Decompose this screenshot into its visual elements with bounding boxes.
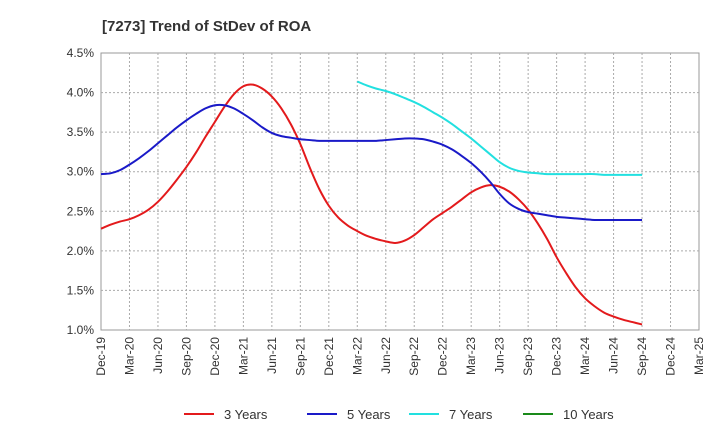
- x-tick-label: Dec-21: [322, 337, 336, 376]
- series-line-7-years: [356, 80, 643, 176]
- legend: 3 Years 5 Years 7 Years 10 Years: [184, 407, 614, 422]
- x-axis-ticks: Dec-19 Mar-20 Jun-20 Sep-20 Dec-20 Mar-21 Jun-…: [94, 337, 706, 376]
- x-tick-label: Mar-20: [122, 337, 136, 375]
- series-line-5-years: [100, 103, 643, 222]
- x-tick-label: Sep-23: [521, 337, 535, 376]
- y-tick-label: 2.5%: [67, 204, 95, 218]
- x-tick-label: Dec-24: [664, 337, 678, 376]
- x-tick-label: Jun-20: [151, 337, 165, 374]
- y-axis-ticks: 1.0% 1.5% 2.0% 2.5% 3.0% 3.5% 4.0% 4.5%: [67, 46, 95, 337]
- x-tick-label: Sep-21: [293, 337, 307, 376]
- x-tick-label: Dec-19: [94, 337, 108, 376]
- x-tick-label: Jun-23: [493, 337, 507, 374]
- x-tick-label: Dec-22: [436, 337, 450, 376]
- y-tick-label: 1.5%: [67, 283, 95, 297]
- x-tick-label: Mar-24: [578, 337, 592, 375]
- legend-label-7-years: 7 Years: [449, 407, 493, 422]
- series-lines: [100, 80, 643, 326]
- x-tick-label: Mar-22: [350, 337, 364, 375]
- x-tick-label: Jun-21: [265, 337, 279, 374]
- x-tick-label: Mar-25: [692, 337, 706, 375]
- y-tick-label: 3.0%: [67, 165, 95, 179]
- x-tick-label: Mar-21: [236, 337, 250, 375]
- y-tick-label: 1.0%: [67, 323, 95, 337]
- x-tick-label: Jun-24: [607, 337, 621, 374]
- legend-label-3-years: 3 Years: [224, 407, 268, 422]
- legend-label-10-years: 10 Years: [563, 407, 614, 422]
- y-tick-label: 4.5%: [67, 46, 95, 60]
- y-tick-label: 2.0%: [67, 244, 95, 258]
- x-tick-label: Sep-24: [635, 337, 649, 376]
- x-tick-label: Dec-20: [208, 337, 222, 376]
- series-line-3-years: [100, 83, 643, 326]
- x-tick-label: Sep-22: [407, 337, 421, 376]
- plot-area: [100, 52, 700, 331]
- x-tick-label: Sep-20: [179, 337, 193, 376]
- chart-title: [7273] Trend of StDev of ROA: [102, 18, 311, 35]
- x-tick-label: Mar-23: [464, 337, 478, 375]
- y-tick-label: 3.5%: [67, 125, 95, 139]
- legend-label-5-years: 5 Years: [347, 407, 391, 422]
- y-tick-label: 4.0%: [67, 86, 95, 100]
- x-tick-label: Jun-22: [379, 337, 393, 374]
- x-tick-label: Dec-23: [550, 337, 564, 376]
